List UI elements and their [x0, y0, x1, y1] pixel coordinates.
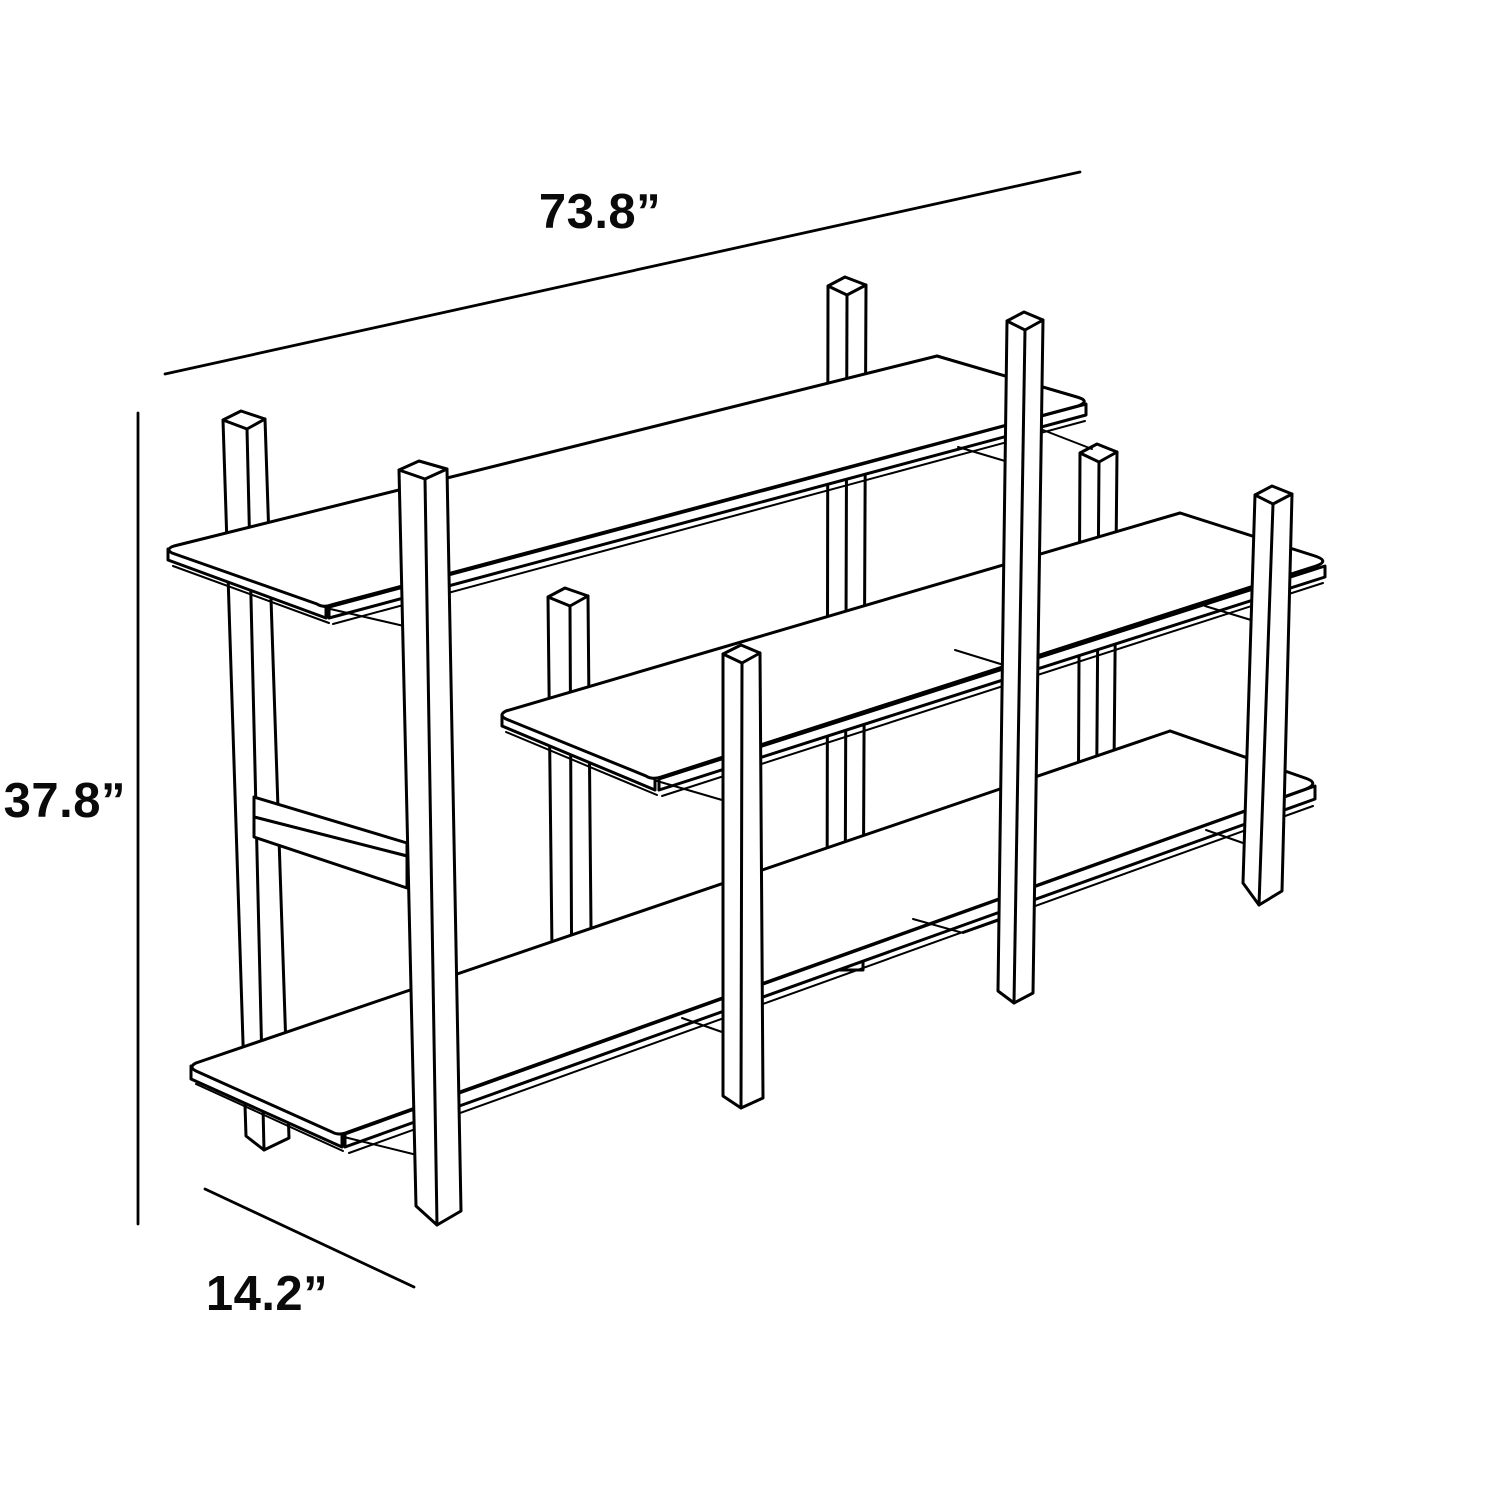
front-posts	[397, 310, 1294, 1227]
side-stretcher-rail	[252, 795, 409, 890]
depth-dimension-line	[203, 1187, 416, 1289]
dimension-labels: 73.8” 37.8” 14.2”	[4, 185, 661, 1321]
under-shelf-edge-lines	[325, 429, 1252, 1156]
dimension-lines	[136, 170, 1082, 1289]
post-front-midleft	[721, 643, 765, 1110]
middle-shelf	[500, 511, 1327, 797]
post-front-right	[1241, 484, 1294, 907]
width-dimension-label: 73.8”	[539, 185, 661, 239]
width-dimension-line	[163, 170, 1082, 376]
height-dimension-label: 37.8”	[4, 774, 126, 828]
post-front-mid-tall	[996, 310, 1045, 1005]
depth-dimension-label: 14.2”	[206, 1267, 328, 1321]
post-front-left	[397, 459, 463, 1227]
